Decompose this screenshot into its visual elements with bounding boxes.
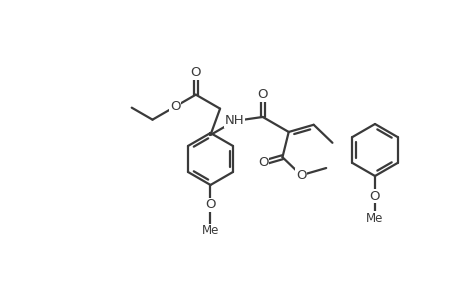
Text: O: O xyxy=(169,100,180,113)
Text: O: O xyxy=(190,66,201,79)
Text: O: O xyxy=(369,190,380,202)
Text: O: O xyxy=(205,199,215,212)
Text: O: O xyxy=(295,169,306,182)
Text: NH: NH xyxy=(224,115,244,128)
Text: Me: Me xyxy=(365,212,383,224)
Text: O: O xyxy=(257,156,268,169)
Text: O: O xyxy=(257,88,268,101)
Text: Me: Me xyxy=(202,224,218,238)
